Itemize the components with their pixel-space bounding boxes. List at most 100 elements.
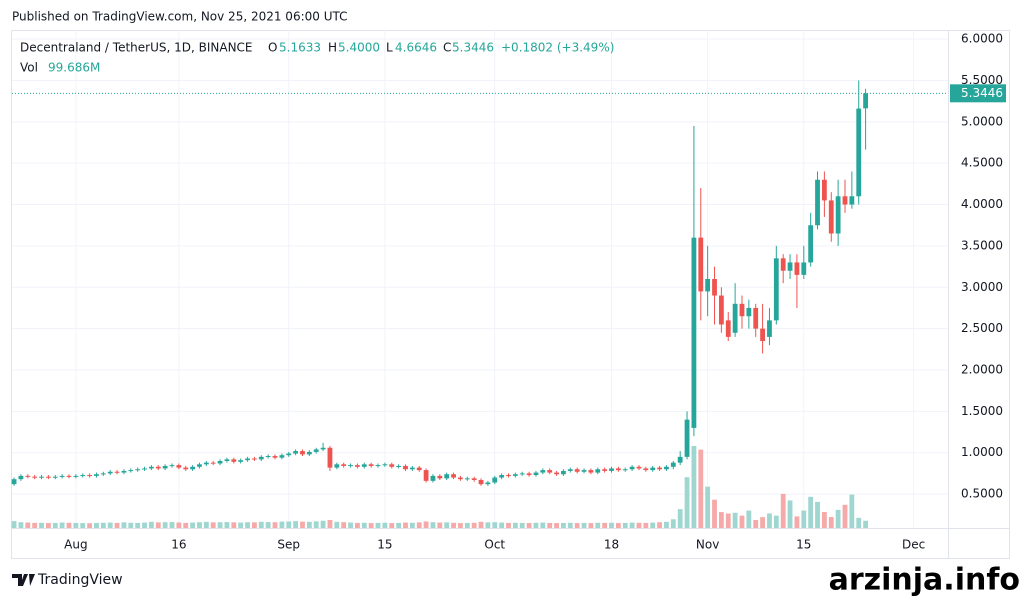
- candle-body: [602, 469, 608, 471]
- candle-body: [416, 467, 422, 471]
- candle-body: [574, 469, 580, 472]
- volume-bar: [286, 521, 292, 528]
- open-label: O: [268, 41, 277, 55]
- volume-bar: [389, 523, 395, 528]
- candle-body: [334, 464, 340, 468]
- candle-body: [705, 279, 711, 292]
- volume-bar: [409, 522, 415, 528]
- candle-body: [224, 459, 230, 461]
- candle-body: [423, 470, 429, 481]
- volume-bar: [32, 522, 38, 528]
- candle-body: [183, 467, 189, 470]
- candle-body: [114, 471, 120, 473]
- candle-body: [135, 469, 141, 471]
- volume-bar: [39, 522, 44, 528]
- volume-bar: [368, 523, 374, 528]
- candle-body: [835, 196, 841, 234]
- volume-bar: [245, 522, 250, 528]
- volume-bar: [430, 522, 436, 528]
- candle-body: [519, 473, 525, 475]
- volume-bar: [437, 522, 443, 528]
- candle-body: [629, 466, 635, 470]
- volume-bar: [464, 522, 470, 528]
- candle-body: [567, 469, 573, 471]
- candle-body: [767, 320, 772, 337]
- volume-bar: [815, 501, 820, 528]
- volume-bar: [169, 522, 175, 528]
- candle-body: [691, 237, 697, 428]
- candle-body: [698, 237, 704, 292]
- candle-body: [80, 475, 86, 477]
- volume-bar: [773, 515, 779, 528]
- candle-body: [595, 469, 601, 473]
- volume-bar: [348, 522, 353, 528]
- volume-bar: [780, 493, 786, 528]
- volume-bar: [203, 521, 209, 528]
- candle-body: [327, 447, 333, 468]
- candle-body: [615, 468, 621, 471]
- x-tick-label: Sep: [277, 538, 300, 552]
- y-tick-label: 5.5000: [961, 73, 1003, 87]
- volume-bar: [821, 512, 827, 528]
- candle-body: [252, 458, 257, 460]
- candle-body: [753, 307, 759, 329]
- y-tick-label: 2.5000: [961, 321, 1003, 335]
- x-tick-label: Nov: [696, 538, 719, 552]
- volume-bar: [787, 500, 793, 528]
- candle-body: [52, 476, 58, 478]
- volume-bar: [210, 522, 216, 528]
- candle-body: [190, 466, 196, 470]
- candle-body: [176, 465, 182, 468]
- legend: Decentraland / TetherUS, 1D, BINANCE O 5…: [20, 41, 614, 75]
- volume-bar: [87, 523, 93, 528]
- candle-body: [203, 462, 209, 465]
- candle-body: [45, 476, 51, 478]
- x-tick-label: 16: [171, 538, 186, 552]
- volume-bar: [293, 521, 299, 528]
- candle-body: [478, 480, 484, 485]
- volume-bar: [18, 522, 24, 528]
- volume-bar: [258, 521, 264, 528]
- candle-body: [409, 467, 415, 470]
- candle-body: [712, 279, 717, 296]
- volume-bar: [643, 522, 649, 528]
- candle-body: [306, 451, 312, 455]
- candle-body: [650, 467, 656, 471]
- volume-bar: [80, 523, 86, 528]
- candle-body: [677, 456, 683, 463]
- candle-body: [210, 462, 216, 464]
- volume-bar: [753, 520, 759, 528]
- volume-bar: [512, 522, 518, 528]
- volume-bar: [808, 496, 814, 528]
- candle-body: [732, 303, 738, 333]
- y-tick-label: 4.5000: [961, 156, 1003, 170]
- candle-body: [657, 467, 662, 470]
- volume-bar: [238, 522, 244, 528]
- candle-body: [444, 474, 450, 479]
- candle-body: [739, 303, 745, 317]
- candle-body: [107, 471, 113, 474]
- volume-bar: [382, 522, 388, 528]
- volume-bar: [526, 523, 532, 528]
- candle-body: [684, 419, 690, 457]
- volume-bar: [732, 512, 738, 528]
- y-tick-label: 6.0000: [961, 32, 1003, 46]
- candle-body: [828, 200, 834, 234]
- y-tick-label: 2.0000: [961, 362, 1003, 376]
- volume-bar: [547, 522, 553, 528]
- volume-bar: [100, 522, 106, 528]
- candle-body: [821, 179, 827, 201]
- candle-body: [348, 465, 353, 467]
- candle-body: [746, 307, 752, 317]
- candle-body: [320, 447, 326, 450]
- y-tick-label: 3.0000: [961, 280, 1003, 294]
- volume-bar: [94, 522, 99, 528]
- volume-bar: [73, 522, 79, 528]
- volume-bar: [691, 446, 697, 528]
- volume-bar: [11, 521, 17, 528]
- volume-bar: [155, 522, 161, 528]
- candle-body: [39, 476, 44, 478]
- volume-bar: [224, 522, 230, 528]
- candle-body: [849, 196, 855, 205]
- close-label: C: [443, 41, 451, 55]
